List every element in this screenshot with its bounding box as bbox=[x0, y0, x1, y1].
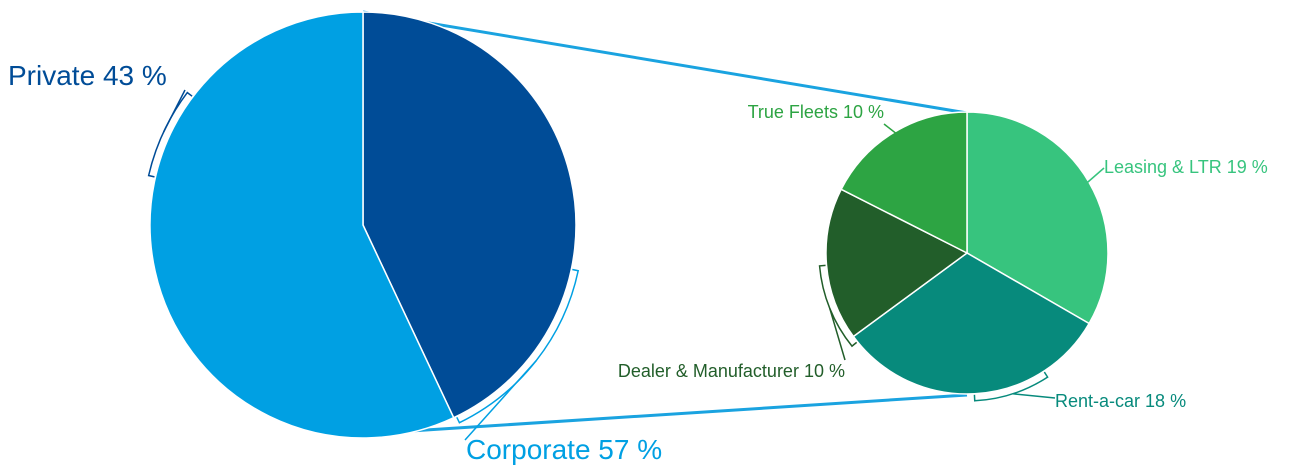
slice-value: 19 % bbox=[1227, 157, 1268, 177]
slice-name: Dealer & Manufacturer bbox=[618, 361, 799, 381]
connector-line bbox=[362, 10, 968, 115]
slice-name: True Fleets bbox=[748, 102, 838, 122]
slice-name: Corporate bbox=[466, 434, 591, 465]
slice-name: Rent-a-car bbox=[1055, 391, 1140, 411]
leader-line bbox=[829, 308, 846, 361]
leader-line bbox=[1012, 393, 1056, 399]
slice-label: Private 43 % bbox=[8, 60, 167, 91]
pie-slice bbox=[825, 188, 969, 338]
slice-value: 10 % bbox=[843, 102, 884, 122]
slice-name: Leasing & LTR bbox=[1104, 157, 1222, 177]
pie-slice bbox=[149, 11, 455, 439]
pie-slice bbox=[852, 252, 1091, 395]
slice-name: Private bbox=[8, 60, 95, 91]
slice-value: 18 % bbox=[1145, 391, 1186, 411]
leader-line bbox=[1083, 167, 1105, 187]
slice-label: True Fleets 10 % bbox=[748, 102, 884, 122]
slice-value: 57 % bbox=[598, 434, 662, 465]
pie-slice bbox=[362, 11, 577, 419]
slice-value: 10 % bbox=[804, 361, 845, 381]
slice-label: Leasing & LTR 19 % bbox=[1104, 157, 1268, 177]
slice-label: Corporate 57 % bbox=[466, 434, 662, 465]
pie-slice bbox=[966, 111, 1109, 325]
connector-line bbox=[394, 393, 968, 434]
leader-line bbox=[162, 89, 186, 133]
label-bracket bbox=[818, 264, 858, 348]
leader-line bbox=[464, 359, 537, 441]
label-bracket bbox=[147, 91, 193, 178]
slice-value: 43 % bbox=[103, 60, 167, 91]
slice-label: Rent-a-car 18 % bbox=[1055, 391, 1186, 411]
pie-slice bbox=[840, 111, 968, 255]
leader-line bbox=[883, 123, 900, 137]
slice-label: Dealer & Manufacturer 10 % bbox=[618, 361, 845, 381]
